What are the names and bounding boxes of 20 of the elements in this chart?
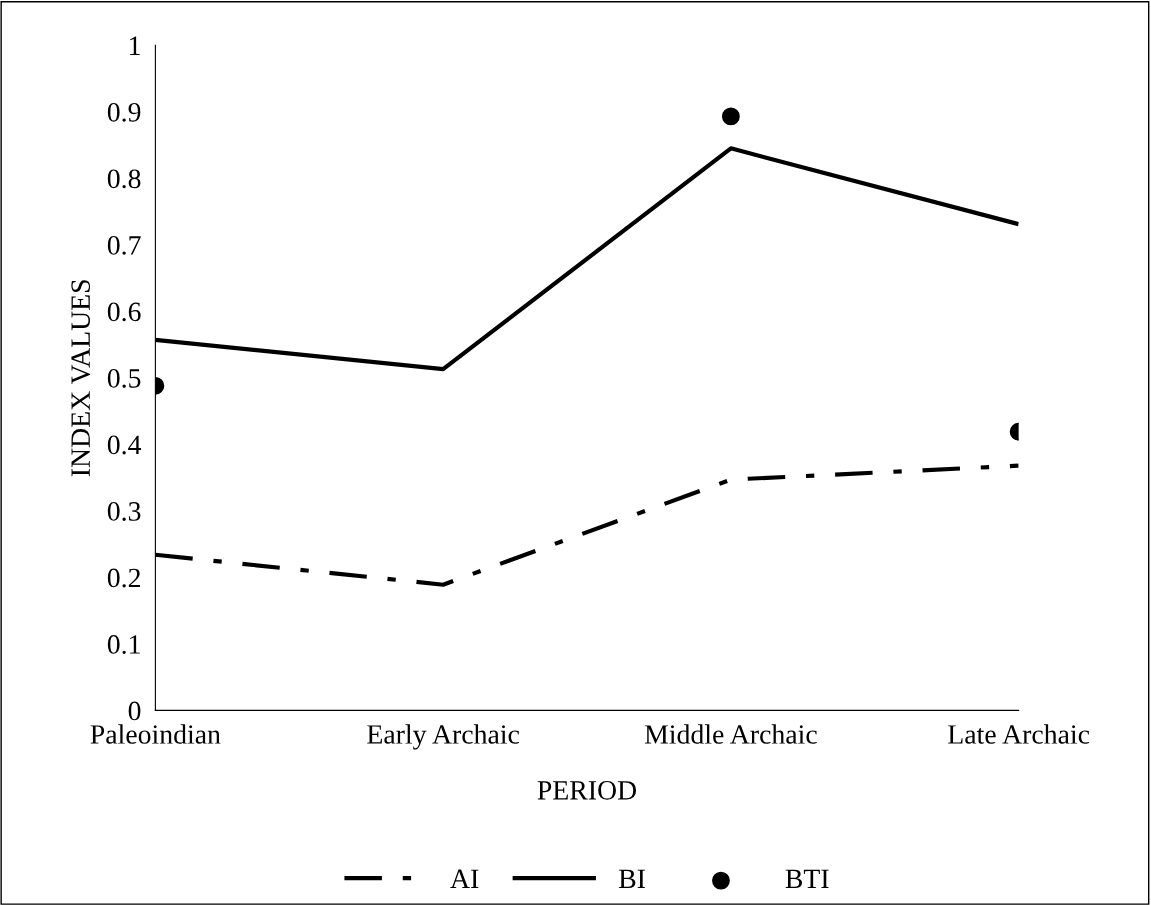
y-tick-label: 0.6 [107, 302, 141, 322]
x-tick-label: Late Archaic [948, 724, 1090, 744]
y-tick-label: 0.4 [107, 435, 142, 455]
x-tick-label: Middle Archaic [644, 724, 817, 744]
x-tick-label: Early Archaic [367, 724, 520, 750]
y-tick-label: 0.8 [107, 169, 141, 189]
y-tick-label: 1 [130, 36, 140, 55]
legend-label: BTI [785, 869, 829, 888]
y-tick-label: 0.1 [107, 635, 140, 654]
legend-label: BI [618, 869, 645, 888]
y-tick-label: 0.5 [107, 369, 141, 388]
y-tick-label: 0.7 [107, 235, 141, 255]
x-axis-title: PERIOD [537, 781, 637, 800]
y-tick-label: 0.2 [107, 568, 140, 588]
y-tick-label: 0.9 [107, 102, 141, 122]
y-tick-label: 0 [128, 701, 141, 721]
x-tick-label: Paleoindian [90, 724, 221, 744]
y-tick-label: 0.3 [107, 502, 141, 521]
y-axis-title: INDEX VALUES [71, 280, 91, 477]
legend-label: AI [450, 869, 479, 888]
